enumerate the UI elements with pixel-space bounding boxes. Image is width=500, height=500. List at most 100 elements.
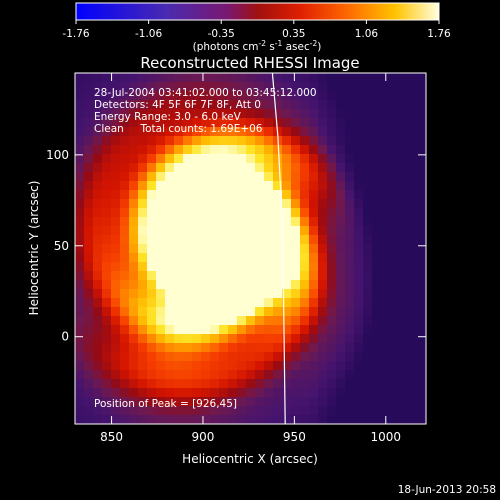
heatmap-cell [417,316,426,326]
heatmap-cell [300,118,310,128]
heatmap-cell [300,316,310,326]
heatmap-cell [354,361,364,371]
heatmap-cell [363,208,373,218]
heatmap-cell [147,172,157,182]
heatmap-cell [228,172,238,182]
heatmap-cell [111,334,121,344]
heatmap-cell [219,190,229,200]
heatmap-cell [345,82,355,92]
heatmap-cell [282,325,292,335]
heatmap-cell [408,190,418,200]
heatmap-cell [246,397,256,407]
heatmap-cell [156,388,166,398]
heatmap-cell [237,136,247,146]
heatmap-cell [102,325,112,335]
heatmap-cell [327,181,337,191]
heatmap-cell [345,298,355,308]
heatmap-cell [318,145,328,155]
heatmap-cell [372,244,382,254]
heatmap-cell [84,343,94,353]
heatmap-cell [309,289,319,299]
heatmap-cell [93,289,103,299]
heatmap-cell [300,100,310,110]
heatmap-cell [120,235,130,245]
heatmap-cell [219,127,229,137]
heatmap-cell [120,154,130,164]
heatmap-cell [183,352,193,362]
heatmap-cell [183,145,193,155]
heatmap-cell [165,226,175,236]
heatmap-cell [372,172,382,182]
annotation-clean-counts: Clean Total counts: 1.69E+06 [94,123,263,135]
heatmap-cell [129,73,139,83]
heatmap-cell [417,352,426,362]
heatmap-cell [210,253,220,263]
heatmap-cell [300,127,310,137]
heatmap-cell [291,190,301,200]
heatmap-cell [246,271,256,281]
heatmap-cell [273,145,283,155]
heatmap-cell [390,136,400,146]
heatmap-cell [417,235,426,245]
heatmap-cell [111,280,121,290]
heatmap-cell [417,127,426,137]
heatmap-cell [318,316,328,326]
heatmap-cell [381,118,391,128]
heatmap-cell [120,199,130,209]
heatmap-cell [336,73,346,83]
heatmap-cell [345,388,355,398]
heatmap-cell [336,136,346,146]
colorbar-tick-label: 1.06 [355,28,379,40]
heatmap-cell [291,361,301,371]
heatmap-cell [246,217,256,227]
heatmap-cell [291,388,301,398]
heatmap-cell [156,361,166,371]
heatmap-cell [327,262,337,272]
heatmap-cell [210,388,220,398]
heatmap-cell [354,244,364,254]
heatmap-cell [354,109,364,119]
heatmap-cell [318,109,328,119]
heatmap-cell [354,127,364,137]
heatmap-cell [273,343,283,353]
heatmap-cell [183,91,193,101]
heatmap-cell [129,217,139,227]
heatmap-cell [183,298,193,308]
heatmap-cell [174,388,184,398]
heatmap-cell [138,154,148,164]
heatmap-cell [336,388,346,398]
heatmap-cell [201,154,211,164]
heatmap-cell [147,199,157,209]
heatmap-cell [138,352,148,362]
heatmap-cell [246,226,256,236]
heatmap-cell [201,91,211,101]
heatmap-cell [273,73,283,83]
heatmap-cell [264,298,274,308]
heatmap-cell [210,334,220,344]
heatmap-cell [309,163,319,173]
heatmap-cell [138,136,148,146]
heatmap-cell [174,226,184,236]
heatmap-cell [246,415,256,424]
heatmap-cell [255,289,265,299]
heatmap-cell [390,271,400,281]
heatmap-cell [417,280,426,290]
heatmap-cell [327,226,337,236]
heatmap-cell [120,289,130,299]
heatmap-cell [120,415,130,424]
heatmap-cell [300,145,310,155]
heatmap-cell [120,136,130,146]
heatmap-cell [138,208,148,218]
heatmap-cell [111,172,121,182]
heatmap-cell [291,91,301,101]
heatmap-cell [165,361,175,371]
heatmap-cell [129,271,139,281]
heatmap-cell [201,271,211,281]
heatmap-cell [336,352,346,362]
heatmap-cell [399,271,409,281]
heatmap-cell [183,127,193,137]
heatmap-cell [183,289,193,299]
heatmap-cell [102,181,112,191]
heatmap-cell [390,100,400,110]
heatmap-cell [309,109,319,119]
